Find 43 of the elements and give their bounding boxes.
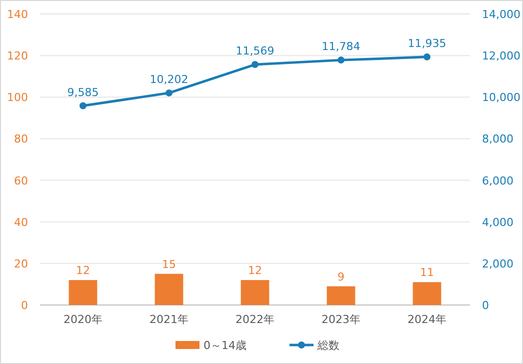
data-label: 11 bbox=[420, 266, 434, 280]
bar bbox=[412, 282, 442, 305]
bar bbox=[240, 280, 270, 305]
legend-label: 0～14歳 bbox=[204, 339, 246, 352]
y2-tick-label: 12,000 bbox=[482, 50, 520, 63]
data-label: 11,784 bbox=[322, 40, 360, 54]
y2-tick-label: 6,000 bbox=[482, 174, 514, 188]
data-label: 10,202 bbox=[150, 72, 188, 86]
y2-tick-label: 2,000 bbox=[482, 257, 514, 270]
x-tick-label: 2021年 bbox=[150, 313, 188, 326]
y-tick-label: 60 bbox=[14, 174, 28, 188]
x-tick-label: 2022年 bbox=[236, 313, 274, 326]
point bbox=[166, 89, 172, 96]
y2-tick-label: 10,000 bbox=[482, 91, 520, 104]
y-tick-label: 100 bbox=[7, 91, 28, 104]
y-tick-label: 140 bbox=[7, 8, 28, 21]
y-tick-label: 80 bbox=[14, 132, 28, 146]
data-label: 9,585 bbox=[67, 86, 99, 99]
data-label: 15 bbox=[162, 258, 176, 271]
y-tick-label: 120 bbox=[7, 50, 28, 63]
data-label: 11,569 bbox=[236, 44, 274, 58]
point bbox=[338, 56, 344, 64]
data-label: 12 bbox=[76, 264, 90, 278]
legend-label: 総数 bbox=[316, 339, 340, 352]
bar bbox=[68, 280, 98, 305]
x-tick-label: 2023年 bbox=[322, 313, 360, 326]
x-tick-label: 2024年 bbox=[408, 313, 446, 326]
y2-tick-label: 4,000 bbox=[482, 216, 514, 229]
y2-tick-label: 14,000 bbox=[482, 8, 520, 21]
data-label: 12 bbox=[248, 264, 262, 278]
bar bbox=[154, 274, 184, 305]
y2-tick-label: 0 bbox=[482, 299, 489, 312]
point bbox=[252, 61, 258, 68]
data-label: 11,935 bbox=[408, 36, 446, 50]
y-tick-label: 40 bbox=[14, 216, 28, 229]
point bbox=[424, 53, 430, 60]
point bbox=[80, 102, 86, 110]
bar bbox=[326, 286, 356, 305]
y2-tick-label: 8,000 bbox=[482, 132, 514, 146]
x-tick-label: 2020年 bbox=[64, 313, 102, 326]
y-tick-label: 0 bbox=[21, 299, 28, 312]
y-tick-label: 20 bbox=[14, 257, 28, 270]
data-label: 9 bbox=[338, 270, 344, 284]
